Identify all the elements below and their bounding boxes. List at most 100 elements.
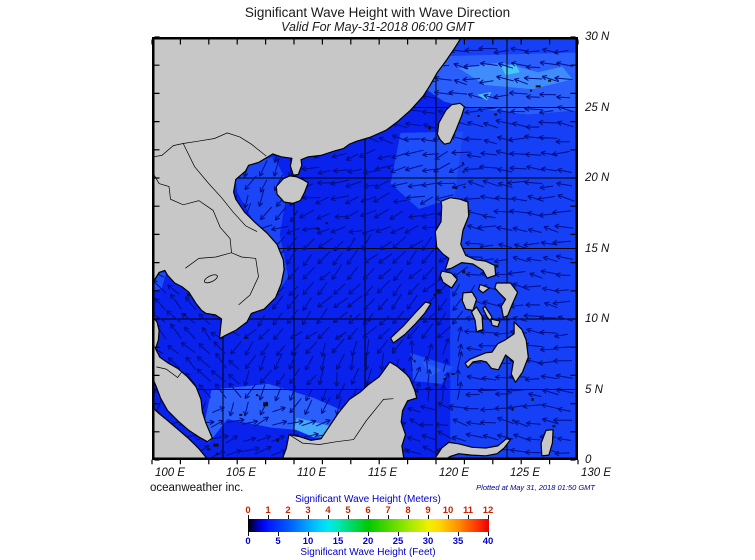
meters-scale-tick xyxy=(428,515,429,519)
small-island xyxy=(425,387,428,390)
country-border xyxy=(185,252,259,306)
small-island xyxy=(428,126,432,130)
small-island xyxy=(451,373,455,375)
feet-scale-tick xyxy=(398,532,399,536)
meters-scale-value: 8 xyxy=(405,505,411,516)
meters-scale-value: 0 xyxy=(245,505,251,516)
small-island xyxy=(530,89,533,92)
country-border xyxy=(182,143,258,232)
lat-label: 10 N xyxy=(585,313,610,325)
feet-scale-tick xyxy=(428,532,429,536)
meters-scale-value: 5 xyxy=(345,505,351,516)
map-canvas xyxy=(151,36,579,465)
meters-scale-tick xyxy=(368,515,369,519)
small-island xyxy=(512,419,515,422)
small-island xyxy=(207,448,211,451)
feet-scale-value: 15 xyxy=(332,536,344,547)
country-border xyxy=(156,366,183,378)
plotted-timestamp: Plotted at May 31, 2018 01:50 GMT xyxy=(476,483,595,492)
landmass-mindoro xyxy=(439,270,458,289)
small-island xyxy=(462,170,465,173)
small-island xyxy=(531,397,534,401)
feet-scale-tick xyxy=(278,532,279,536)
feet-scale-value: 5 xyxy=(275,536,281,547)
small-island xyxy=(368,319,371,322)
feet-scale-value: 0 xyxy=(245,536,251,547)
lat-label: 20 N xyxy=(585,172,610,184)
lon-label: 105 E xyxy=(226,467,257,479)
small-island xyxy=(215,452,219,455)
lon-label: 125 E xyxy=(510,467,541,479)
small-island xyxy=(462,162,464,165)
meters-scale-value: 9 xyxy=(425,505,431,516)
landmass-borneo xyxy=(281,361,418,460)
small-island xyxy=(349,315,352,318)
small-island xyxy=(416,390,419,393)
meters-scale-tick xyxy=(328,515,329,519)
small-island xyxy=(511,407,514,411)
meters-scale-tick xyxy=(388,515,389,519)
feet-scale-value: 30 xyxy=(422,536,434,547)
feet-scale-value: 25 xyxy=(392,536,404,547)
small-island xyxy=(256,394,259,397)
landmass-mainland-asia xyxy=(152,37,463,340)
meters-scale-value: 2 xyxy=(285,505,291,516)
small-island xyxy=(388,167,391,170)
meters-scale-value: 6 xyxy=(365,505,371,516)
credit-text: oceanweather inc. xyxy=(150,482,244,494)
landmass-samar-leyte xyxy=(494,282,519,319)
landmass-negros xyxy=(470,306,484,333)
meters-scale-tick xyxy=(308,515,309,519)
feet-scale-tick xyxy=(308,532,309,536)
lat-label: 30 N xyxy=(585,31,610,43)
feet-scale-value: 20 xyxy=(362,536,374,547)
lon-label: 130 E xyxy=(581,467,612,479)
wave-height-patch xyxy=(501,63,520,76)
small-island xyxy=(433,294,436,296)
feet-scale-tick xyxy=(488,532,489,536)
landmass-hainan xyxy=(275,175,309,204)
lat-label: 5 N xyxy=(585,383,603,396)
small-island xyxy=(454,186,458,189)
lat-label: 25 N xyxy=(585,101,610,114)
feet-scale-value: 40 xyxy=(482,536,494,547)
country-border xyxy=(153,173,232,253)
landmass-malay-peninsula xyxy=(152,315,213,443)
meters-scale-tick xyxy=(348,515,349,519)
lat-label: 0 xyxy=(585,454,592,466)
small-island xyxy=(263,402,269,407)
page-title: Significant Wave Height with Wave Direct… xyxy=(244,5,511,20)
meters-scale-tick xyxy=(468,515,469,519)
small-island xyxy=(325,222,328,225)
small-island xyxy=(443,377,446,380)
small-island xyxy=(552,425,556,428)
feet-scale-value: 35 xyxy=(452,536,464,547)
map-frame xyxy=(152,37,578,460)
lon-label: 100 E xyxy=(155,467,186,479)
meters-scale-tick xyxy=(488,515,489,519)
small-island xyxy=(339,334,342,337)
feet-scale-value: 10 xyxy=(302,536,314,547)
feet-scale-tick xyxy=(458,532,459,536)
meters-scale-tick xyxy=(288,515,289,519)
small-island xyxy=(183,313,186,316)
meters-scale-value: 7 xyxy=(385,505,391,516)
country-border xyxy=(153,132,267,158)
small-island xyxy=(463,186,466,189)
colorbar-gradient xyxy=(248,519,489,532)
feet-scale-tick xyxy=(368,532,369,536)
small-island xyxy=(392,347,395,350)
small-island xyxy=(434,383,438,386)
landmass-taiwan xyxy=(436,102,465,145)
small-island xyxy=(477,115,480,117)
country-border xyxy=(288,398,394,445)
small-island xyxy=(494,113,498,116)
lon-label: 120 E xyxy=(439,467,470,479)
small-island xyxy=(548,79,552,82)
meters-scale-tick xyxy=(268,515,269,519)
landmass-palawan xyxy=(390,301,432,344)
lon-label: 110 E xyxy=(297,467,327,479)
feet-scale-tick xyxy=(338,532,339,536)
small-island xyxy=(244,337,248,339)
landmass-mindanao xyxy=(464,321,529,383)
